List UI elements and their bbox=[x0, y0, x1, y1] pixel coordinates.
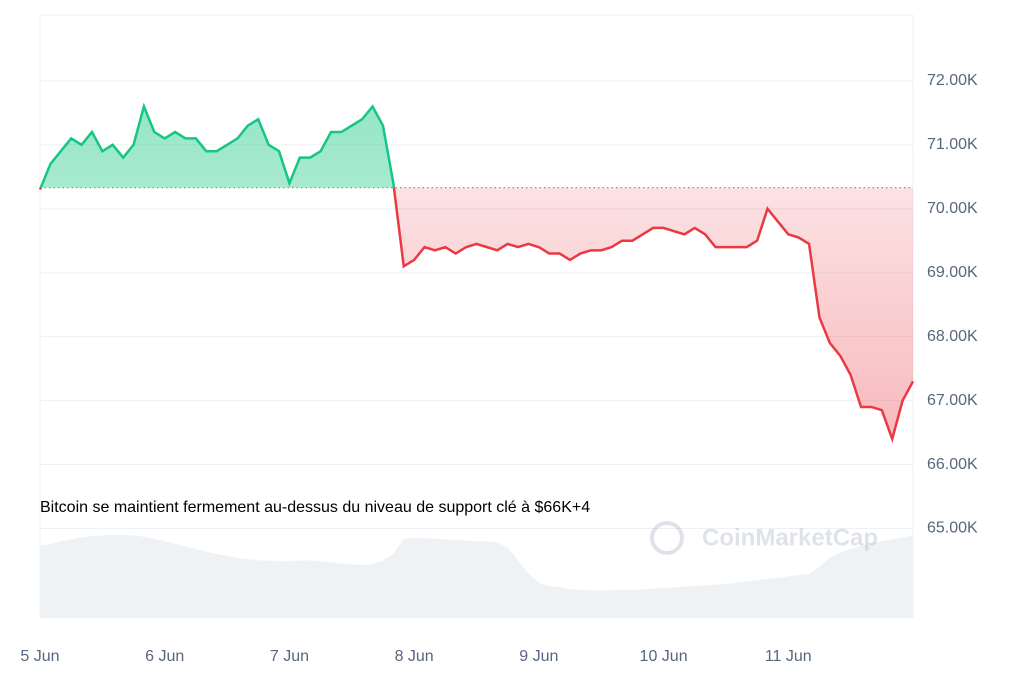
x-tick-label: 9 Jun bbox=[519, 648, 558, 665]
area-above bbox=[40, 106, 913, 188]
watermark-logo bbox=[650, 521, 684, 555]
watermark-text: CoinMarketCap bbox=[702, 524, 878, 551]
watermark: CoinMarketCap bbox=[650, 521, 878, 555]
x-tick-label: 5 Jun bbox=[20, 648, 59, 665]
y-tick-label: 65.00K bbox=[927, 520, 978, 537]
y-tick-label: 66.00K bbox=[927, 456, 978, 473]
annotation: Bitcoin se maintient fermement au-dessus… bbox=[40, 499, 590, 516]
x-tick-label: 7 Jun bbox=[270, 648, 309, 665]
price-line-down bbox=[38, 187, 915, 444]
volume-area bbox=[40, 534, 913, 618]
y-tick-label: 71.00K bbox=[927, 136, 978, 153]
y-tick-label: 68.00K bbox=[927, 328, 978, 345]
x-tick-label: 11 Jun bbox=[765, 648, 812, 665]
y-tick-label: 67.00K bbox=[927, 392, 978, 409]
y-tick-label: 72.00K bbox=[927, 72, 978, 89]
x-tick-label: 6 Jun bbox=[145, 648, 184, 665]
y-tick-label: 70.00K bbox=[927, 200, 978, 217]
x-tick-label: 8 Jun bbox=[395, 648, 434, 665]
x-tick-label: 10 Jun bbox=[640, 648, 688, 665]
price-line-up bbox=[39, 102, 396, 188]
area-below bbox=[40, 187, 913, 439]
y-tick-label: 69.00K bbox=[927, 264, 978, 281]
